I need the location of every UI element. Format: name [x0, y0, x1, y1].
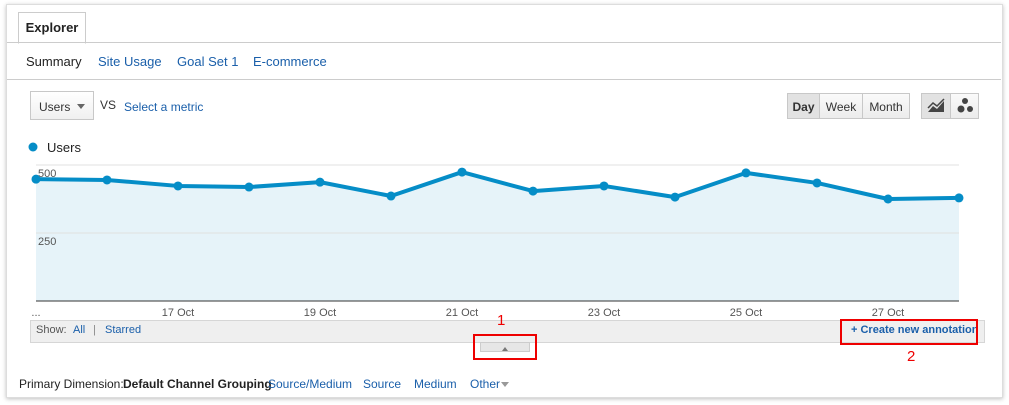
legend-marker — [28, 142, 38, 152]
granularity-button[interactable]: Day — [787, 93, 820, 119]
dimension-option[interactable]: Default Channel Grouping — [123, 377, 272, 391]
dimension-option[interactable]: Source/Medium — [268, 377, 353, 391]
callout-box — [473, 334, 537, 360]
point — [670, 192, 680, 202]
point — [599, 181, 609, 191]
x-tick-label: 17 Oct — [162, 307, 194, 319]
tab[interactable]: Explorer — [18, 12, 86, 44]
dimension-option[interactable]: Source — [363, 377, 402, 391]
line-chart-toggle[interactable] — [921, 93, 951, 119]
metric-dropdown[interactable]: Users — [30, 91, 94, 120]
frame — [6, 4, 1003, 398]
y-tick-label: 250 — [38, 236, 56, 248]
dimension-label: Primary Dimension: — [19, 377, 124, 391]
point — [741, 168, 751, 178]
y-tick-label: 500 — [38, 168, 56, 180]
granularity-button[interactable]: Month — [862, 93, 910, 119]
show-all[interactable]: All — [73, 324, 86, 336]
create-annotation[interactable]: + Create new annotation — [851, 324, 979, 336]
x-tick-label: 19 Oct — [304, 307, 336, 319]
point — [244, 182, 254, 192]
x-tick-label: 21 Oct — [446, 307, 478, 319]
subnav-item[interactable]: Goal Set 1 — [177, 54, 239, 69]
callout-box — [840, 319, 978, 345]
dimension-option[interactable]: Medium — [414, 377, 457, 391]
metric-label: Users — [39, 100, 71, 114]
divider — [7, 42, 1001, 43]
callout-number: 1 — [497, 312, 506, 329]
caret — [77, 104, 85, 113]
annotation-toggle[interactable] — [480, 342, 530, 352]
separator: | — [93, 324, 96, 336]
point — [812, 178, 822, 188]
subnav-item[interactable]: E-commerce — [253, 54, 327, 69]
x-tick-label: 25 Oct — [730, 307, 762, 319]
show-starred[interactable]: Starred — [105, 324, 142, 336]
icon — [927, 98, 945, 112]
point — [883, 194, 893, 204]
caret — [502, 344, 508, 351]
granularity-button[interactable]: Week — [819, 93, 863, 119]
select-metric[interactable]: Select a metric — [124, 100, 204, 114]
point — [173, 181, 183, 191]
point — [315, 177, 325, 187]
x-tick-label: 23 Oct — [588, 307, 620, 319]
point — [954, 193, 964, 203]
icon — [957, 98, 973, 113]
callout-number: 2 — [907, 348, 916, 365]
subnav-item[interactable]: Site Usage — [98, 54, 162, 69]
point — [528, 186, 538, 196]
area — [36, 172, 959, 301]
x-tick-label: ... — [31, 307, 40, 319]
point — [457, 167, 467, 177]
point — [386, 191, 396, 201]
legend-label: Users — [47, 140, 81, 155]
caret — [501, 382, 509, 391]
motion-chart-toggle[interactable] — [950, 93, 979, 119]
vs-label: VS — [100, 98, 117, 112]
x-tick-label: 27 Oct — [872, 307, 904, 319]
point — [102, 175, 112, 185]
subnav-item[interactable]: Summary — [26, 54, 82, 69]
dimension-option[interactable]: Other — [470, 377, 501, 391]
line — [35, 170, 960, 201]
show-label: Show: — [36, 324, 67, 336]
point — [31, 174, 41, 184]
divider — [7, 79, 1001, 80]
